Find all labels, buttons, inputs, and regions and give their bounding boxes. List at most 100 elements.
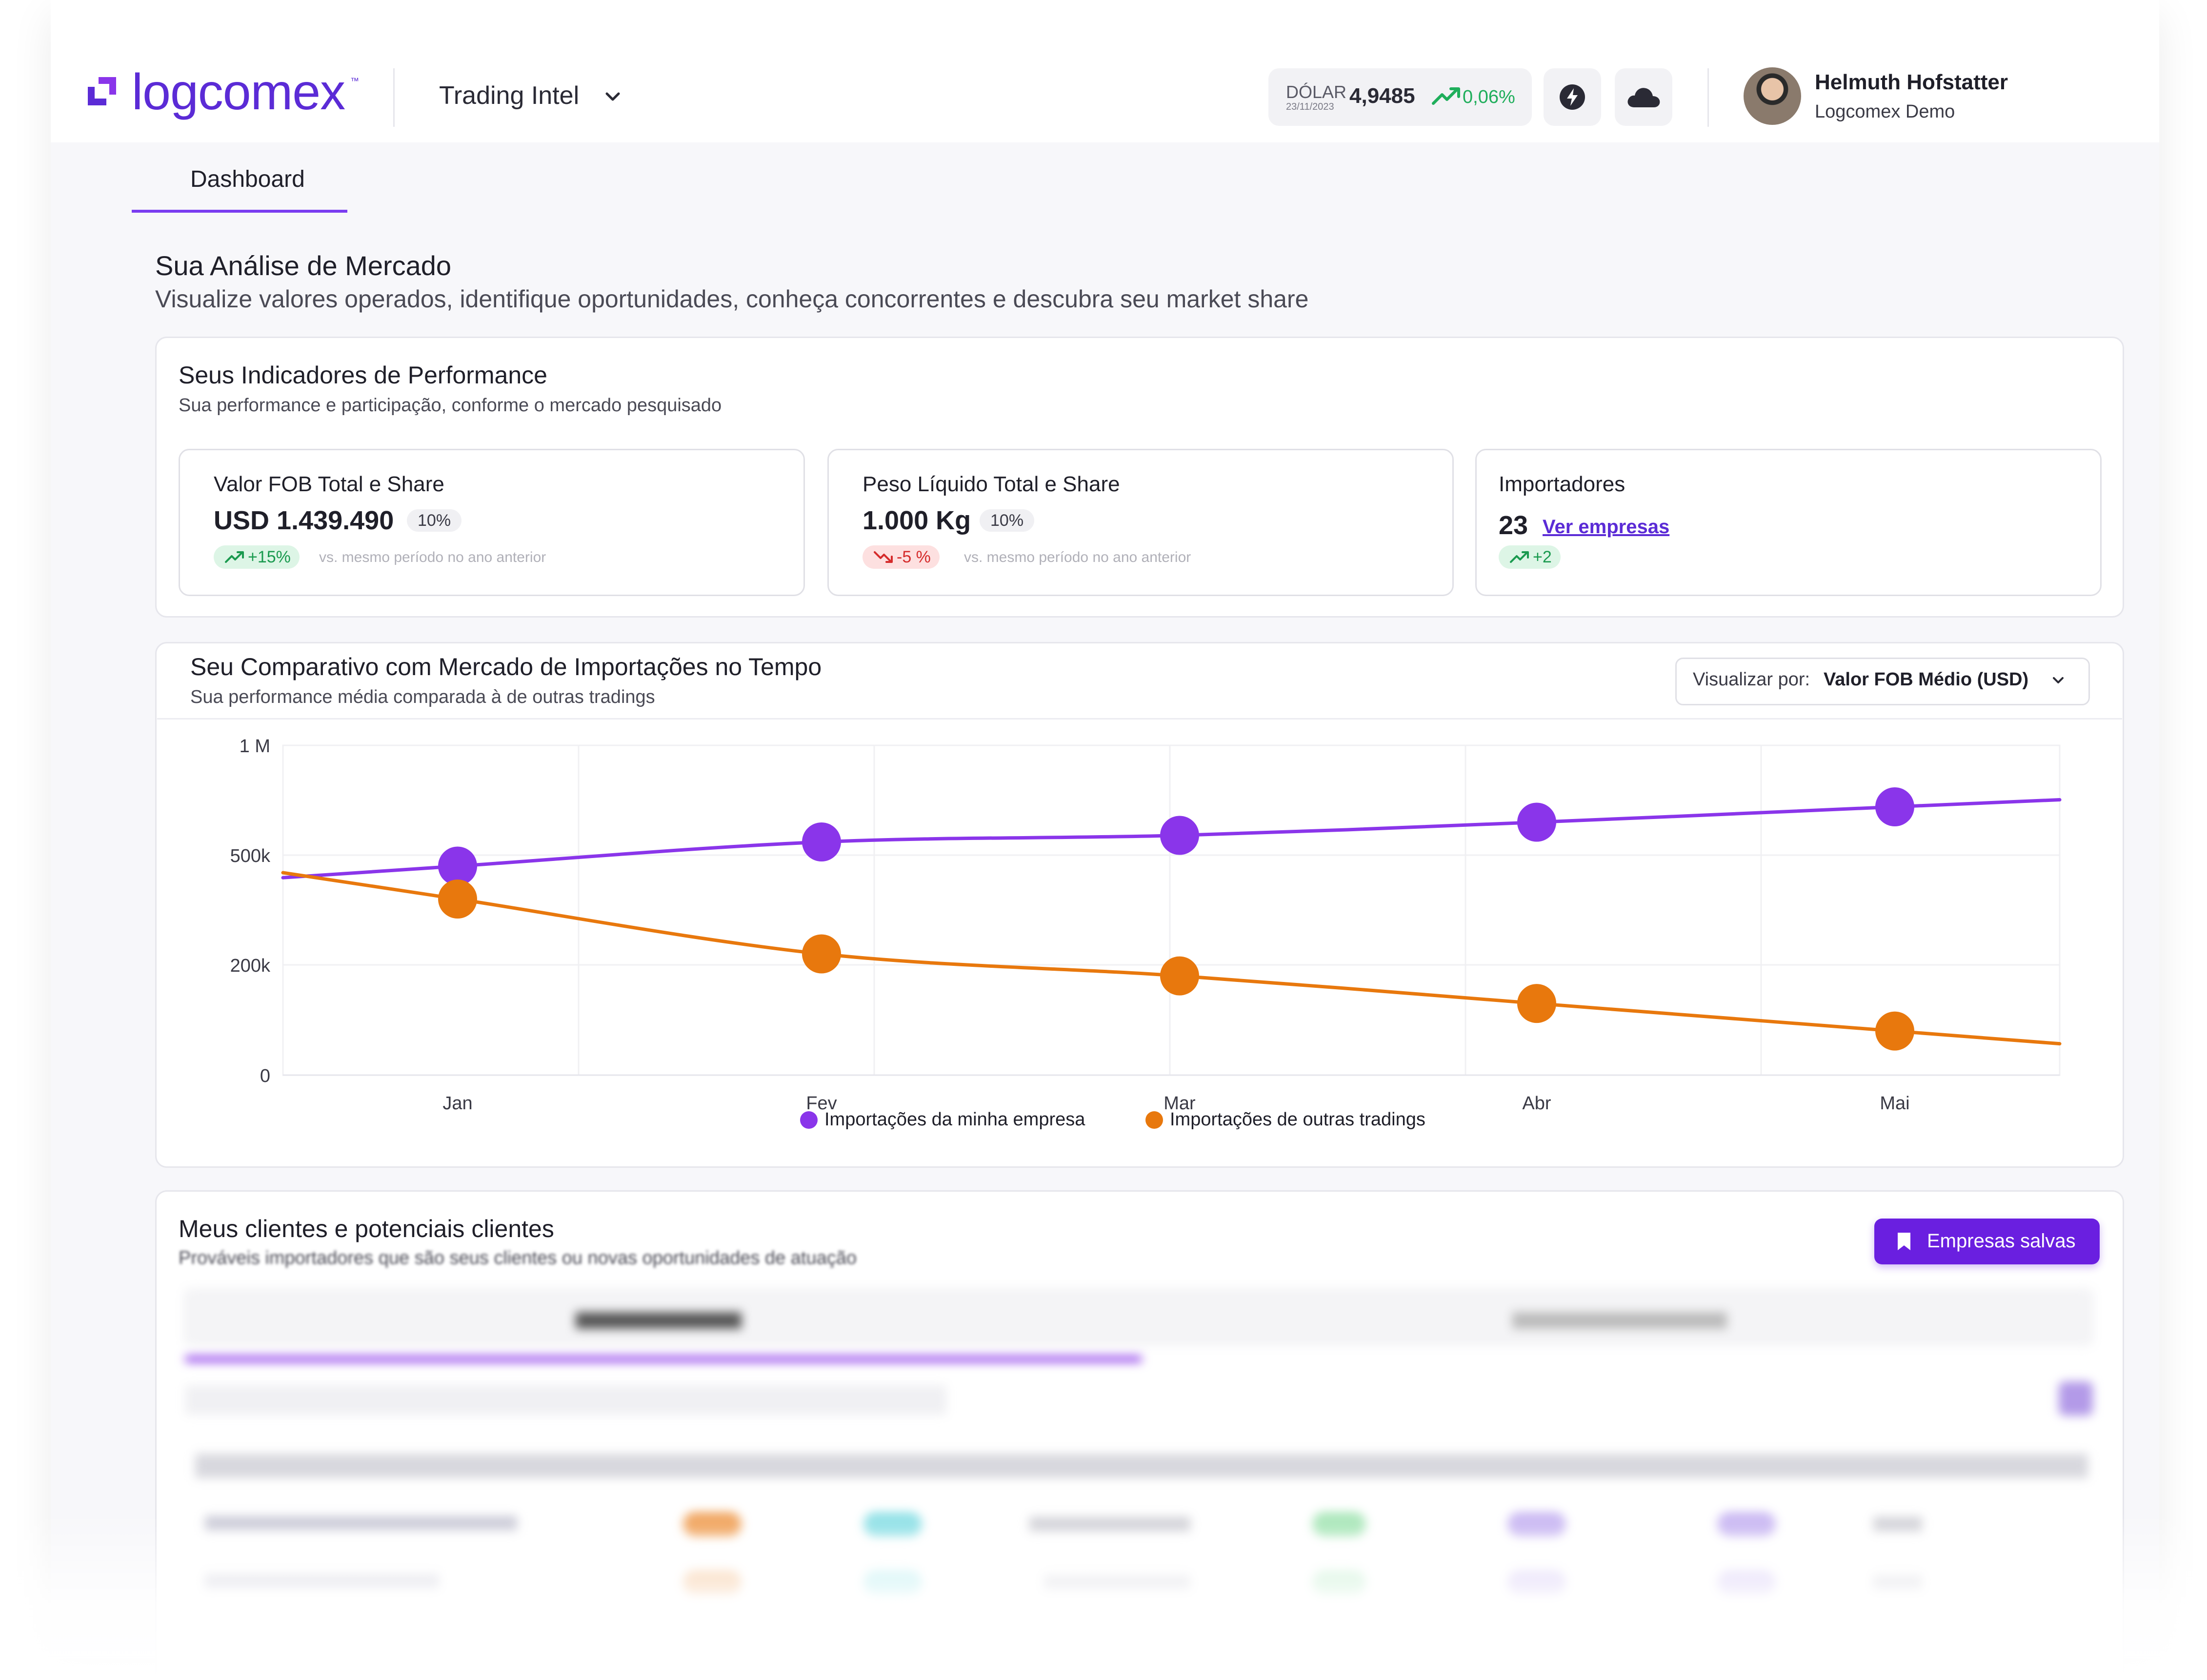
kpi-importers-card — [1475, 449, 2102, 596]
y-tick-label: 200k — [230, 956, 271, 976]
trending-down-icon — [874, 551, 893, 563]
kpi-fob-card — [179, 449, 805, 596]
y-tick-label: 0 — [260, 1066, 270, 1086]
clients-tabs-placeholder — [183, 1288, 2094, 1346]
dollar-date: 23/11/2023 — [1286, 101, 1334, 112]
chart-series — [281, 787, 2062, 1051]
kpi-weight-change: -5 % — [897, 548, 931, 566]
legend-label-my-company[interactable]: Importações da minha empresa — [824, 1109, 1085, 1130]
lightning-button[interactable] — [1544, 68, 1601, 126]
performance-subtitle: Sua performance e participação, conforme… — [179, 395, 722, 416]
view-by-value: Valor FOB Médio (USD) — [1824, 669, 2029, 690]
kpi-fob-change-badge: +15% — [214, 545, 300, 569]
kpi-importers-value: 23 — [1499, 511, 1528, 540]
kpi-weight-share-badge: 10% — [980, 509, 1035, 532]
kpi-fob-change: +15% — [248, 548, 291, 566]
y-axis-ticks: 1 M 500k 200k 0 — [230, 736, 271, 1086]
legend-dot-other-tradings — [1145, 1111, 1163, 1129]
comparison-title: Seu Comparativo com Mercado de Importaçõ… — [190, 653, 822, 680]
saved-companies-label: Empresas salvas — [1927, 1230, 2076, 1252]
point-my-company-fev — [802, 822, 841, 861]
kpi-weight-title: Peso Líquido Total e Share — [863, 472, 1120, 496]
kpi-importers-change-badge: +2 — [1499, 545, 1561, 569]
point-other-tradings-abr — [1517, 984, 1556, 1023]
legend-label-other-tradings[interactable]: Importações de outras tradings — [1170, 1109, 1425, 1130]
chart-grid — [282, 744, 2061, 1076]
kpi-fob-comparison-note: vs. mesmo período no ano anterior — [319, 549, 546, 565]
chevron-down-icon[interactable] — [603, 87, 622, 106]
plot-area — [282, 744, 2061, 1076]
lightning-icon — [1560, 84, 1585, 110]
filter-button-placeholder — [2059, 1381, 2093, 1416]
header-divider — [1707, 68, 1709, 127]
trending-up-icon — [225, 551, 244, 563]
y-tick-label: 1 M — [240, 736, 270, 757]
y-tick-label: 500k — [230, 846, 271, 866]
dollar-change: 0,06% — [1463, 87, 1515, 107]
tab-bar — [51, 142, 2159, 215]
x-tick-label: Abr — [1522, 1093, 1551, 1114]
clients-title: Meus clientes e potenciais clientes — [179, 1215, 554, 1242]
trending-up-icon — [1510, 551, 1529, 563]
tab-placeholder — [576, 1312, 742, 1329]
performance-title: Seus Indicadores de Performance — [179, 361, 547, 389]
legend-dot-my-company — [800, 1111, 818, 1129]
x-tick-label: Fev — [806, 1093, 837, 1114]
x-tick-label: Mai — [1880, 1093, 1909, 1114]
saved-companies-button[interactable] — [1874, 1219, 2100, 1264]
cloud-button[interactable] — [1615, 68, 1672, 126]
kpi-weight-card — [827, 449, 1454, 596]
comparison-subtitle: Sua performance média comparada à de out… — [190, 687, 655, 707]
product-selector[interactable]: Trading Intel — [439, 81, 580, 110]
comparison-line-chart: 1 M 500k 200k 0 Jan Fev Mar Abr Mai — [230, 736, 2062, 1114]
logcomex-logo-icon[interactable] — [84, 73, 120, 109]
table-header-placeholder — [195, 1454, 2088, 1478]
trending-up-icon — [1432, 87, 1460, 105]
page-subtitle: Visualize valores operados, identifique … — [155, 285, 1309, 313]
point-my-company-mai — [1875, 787, 1914, 826]
point-other-tradings-mai — [1875, 1011, 1914, 1051]
logo-trademark: ™ — [350, 76, 359, 86]
point-my-company-jan — [438, 846, 477, 886]
dollar-value: 4,9485 — [1349, 84, 1415, 108]
kpi-fob-title: Valor FOB Total e Share — [214, 472, 444, 496]
logo-wordmark[interactable]: logcomex — [132, 64, 345, 120]
point-other-tradings-mar — [1160, 956, 1199, 996]
kpi-weight-change-badge: -5 % — [863, 545, 940, 569]
user-name[interactable]: Helmuth Hofstatter — [1815, 70, 2008, 94]
point-my-company-mar — [1160, 816, 1199, 855]
active-tab-indicator — [132, 210, 347, 213]
user-organization: Logcomex Demo — [1815, 101, 1955, 122]
point-my-company-abr — [1517, 802, 1556, 842]
kpi-importers-change: +2 — [1533, 548, 1552, 566]
user-avatar[interactable] — [1744, 67, 1801, 125]
see-companies-link[interactable]: Ver empresas — [1543, 516, 1670, 538]
kpi-weight-value: 1.000 Kg — [863, 506, 971, 535]
x-axis-ticks: Jan Fev Mar Abr Mai — [442, 1093, 1909, 1114]
clients-subtitle: Prováveis importadores que são seus clie… — [179, 1248, 857, 1268]
dollar-label: DÓLAR — [1286, 82, 1347, 102]
kpi-weight-comparison-note: vs. mesmo período no ano anterior — [964, 549, 1191, 565]
search-placeholder — [185, 1385, 946, 1415]
tab-placeholder — [1512, 1312, 1727, 1329]
x-tick-label: Mar — [1164, 1093, 1196, 1114]
kpi-importers-title: Importadores — [1499, 472, 1625, 496]
view-by-prefix: Visualizar por: — [1693, 669, 1810, 690]
card-divider — [157, 718, 2122, 720]
top-header — [51, 45, 2159, 144]
chevron-down-icon[interactable] — [2050, 672, 2067, 689]
bookmark-icon — [1898, 1233, 1910, 1250]
header-divider — [393, 68, 395, 127]
view-by-select[interactable] — [1675, 658, 2090, 705]
dollar-rate-widget[interactable] — [1268, 68, 1532, 126]
x-tick-label: Jan — [442, 1093, 472, 1114]
tab-indicator-placeholder — [185, 1356, 1142, 1362]
tab-dashboard-label: Dashboard — [190, 166, 305, 192]
kpi-fob-value: USD 1.439.490 — [214, 506, 394, 535]
point-other-tradings-fev — [802, 934, 841, 974]
kpi-fob-share-badge: 10% — [407, 509, 462, 532]
bottom-fade — [0, 1512, 2207, 1680]
cloud-icon — [1627, 88, 1660, 107]
page-title: Sua Análise de Mercado — [155, 250, 452, 281]
point-other-tradings-jan — [438, 880, 477, 919]
